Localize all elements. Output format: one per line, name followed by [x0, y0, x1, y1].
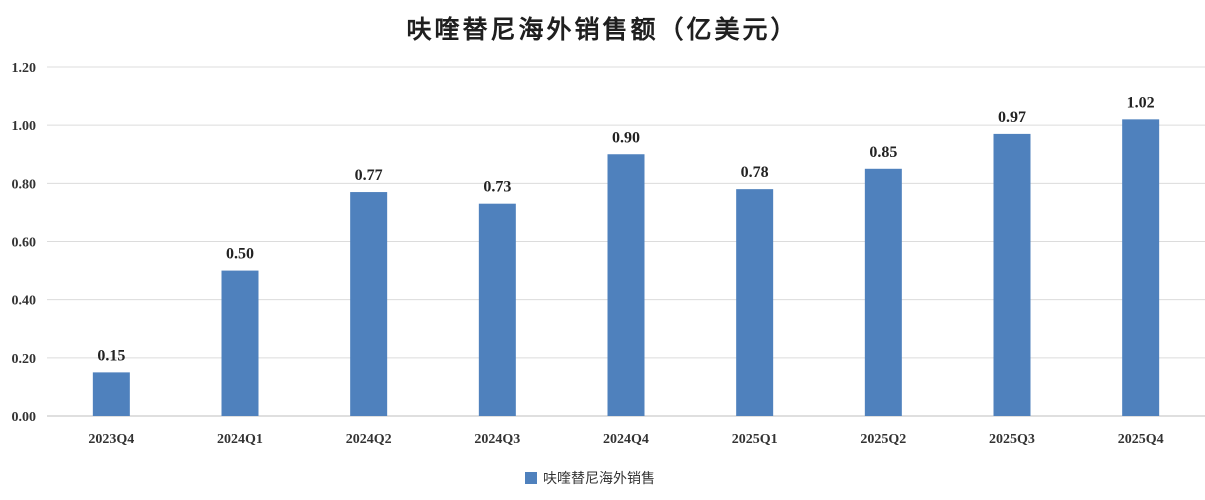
data-label: 0.97 — [998, 109, 1026, 126]
x-tick-label: 2025Q4 — [1118, 432, 1164, 447]
bar — [736, 189, 774, 416]
data-label: 0.15 — [97, 347, 125, 364]
data-label: 0.77 — [355, 167, 383, 184]
y-tick-label: 0.00 — [12, 410, 37, 425]
x-tick-label: 2024Q2 — [346, 432, 392, 447]
chart-title: 呋喹替尼海外销售额（亿美元） — [406, 15, 799, 44]
bar — [350, 192, 388, 416]
y-tick-label: 0.40 — [12, 294, 37, 309]
legend-swatch — [525, 472, 537, 484]
x-tick-label: 2024Q3 — [474, 432, 520, 447]
x-tick-label: 2023Q4 — [88, 432, 134, 447]
bar — [478, 203, 516, 416]
bar — [993, 133, 1031, 416]
x-tick-label: 2025Q3 — [989, 432, 1035, 447]
bar — [1122, 119, 1160, 416]
x-tick-label: 2024Q4 — [603, 432, 649, 447]
data-label: 0.90 — [612, 129, 640, 146]
data-label: 0.50 — [226, 246, 254, 263]
data-label: 0.78 — [741, 164, 769, 181]
bar — [607, 154, 645, 416]
data-label: 0.85 — [869, 144, 897, 161]
bar — [864, 168, 902, 416]
y-tick-label: 1.20 — [12, 61, 37, 76]
y-tick-label: 0.20 — [12, 352, 37, 367]
bar — [221, 270, 259, 416]
data-label: 1.02 — [1127, 94, 1155, 111]
data-label: 0.73 — [483, 179, 511, 196]
x-tick-label: 2025Q2 — [860, 432, 906, 447]
legend-label: 呋喹替尼海外销售 — [543, 471, 655, 487]
y-tick-label: 0.60 — [12, 236, 37, 251]
x-tick-label: 2024Q1 — [217, 432, 263, 447]
x-tick-label: 2025Q1 — [732, 432, 778, 447]
y-tick-label: 1.00 — [12, 119, 37, 134]
bar — [92, 372, 130, 416]
y-tick-label: 0.80 — [12, 177, 37, 192]
